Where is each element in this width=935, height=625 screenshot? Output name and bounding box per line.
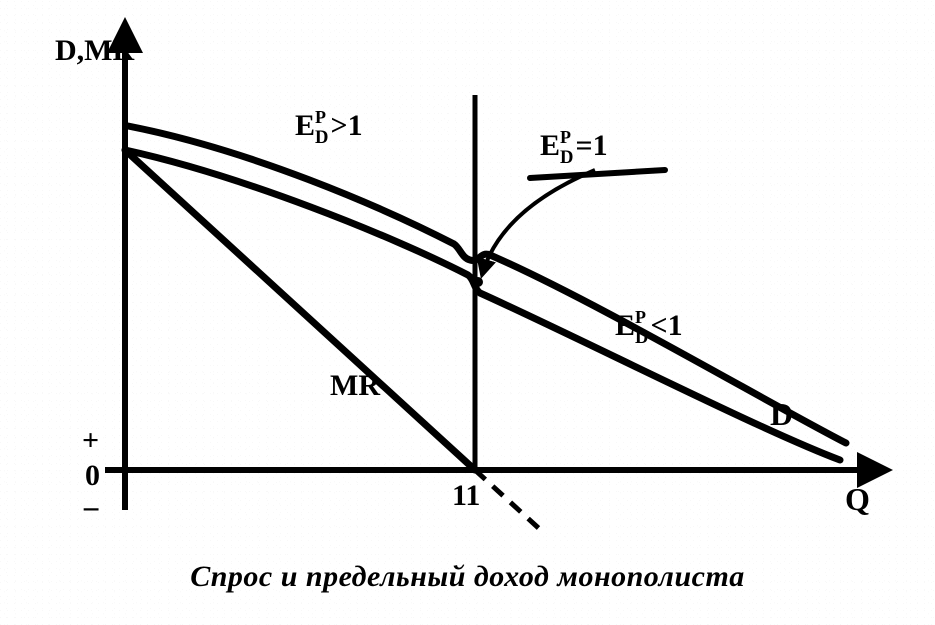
zero-label: 0: [85, 459, 100, 492]
elasticity-brace-curve: [128, 126, 846, 443]
elasticity-eq1: EPD=1: [540, 127, 608, 168]
diagram-svg: D,MR Q + 0 − 11 MR D EPD>1 EPD=1 EPD<1: [0, 0, 935, 625]
mr-curve-extension: [475, 470, 545, 534]
minus-label: −: [82, 491, 100, 527]
figure-caption: Спрос и предельный доход монополиста: [0, 560, 935, 594]
x-axis-label: Q: [845, 481, 870, 517]
elasticity-gt1: EPD>1: [295, 107, 363, 148]
midpoint-dot: [473, 277, 483, 287]
tick-11: 11: [452, 479, 480, 512]
mr-curve: [125, 150, 475, 470]
demand-curve: [125, 150, 840, 460]
elasticity-lt1: EPD<1: [615, 307, 683, 348]
plus-label: +: [82, 424, 99, 457]
eq1-underline: [530, 170, 665, 178]
y-axis-label: D,MR: [55, 34, 134, 67]
d-label: D: [770, 396, 793, 432]
mr-label: MR: [330, 369, 380, 402]
